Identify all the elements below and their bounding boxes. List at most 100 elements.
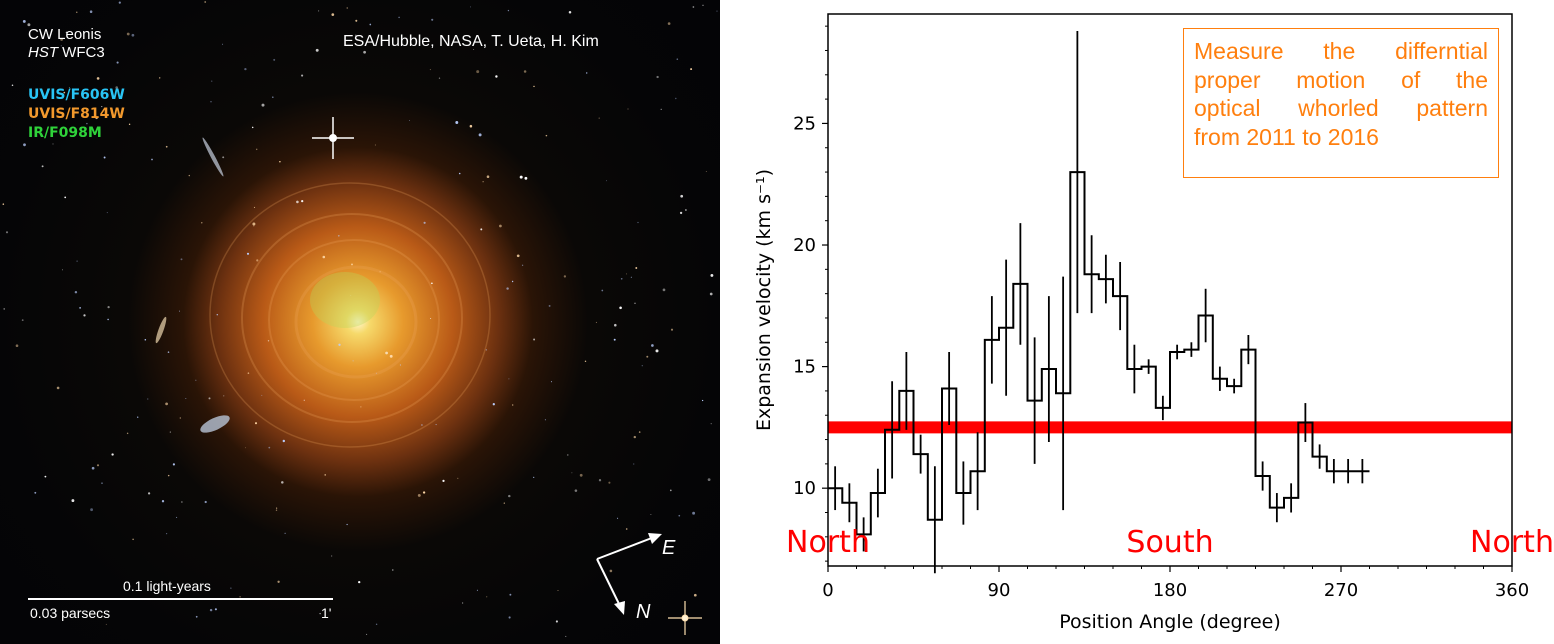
background-star <box>331 13 335 16</box>
background-star <box>608 481 611 484</box>
background-star <box>165 402 168 406</box>
background-star <box>251 126 254 129</box>
background-star <box>605 180 607 182</box>
background-star <box>132 538 134 541</box>
background-star <box>167 474 170 477</box>
background-star <box>65 31 68 34</box>
background-star <box>680 194 684 198</box>
background-star <box>417 493 421 497</box>
background-star <box>679 211 683 215</box>
background-star <box>216 313 219 316</box>
background-star <box>690 68 693 71</box>
background-star <box>76 11 78 13</box>
background-star <box>495 75 498 78</box>
background-star <box>252 222 256 226</box>
background-star <box>272 96 274 98</box>
background-star <box>245 447 247 449</box>
background-star <box>147 398 149 400</box>
background-star <box>354 34 357 37</box>
background-star <box>319 612 321 615</box>
background-star <box>568 10 572 14</box>
background-star <box>244 67 247 71</box>
background-star <box>89 10 93 13</box>
background-star <box>62 269 63 271</box>
background-star <box>34 491 37 494</box>
background-star <box>144 338 147 341</box>
background-star <box>137 416 139 418</box>
star-field <box>2 1 718 637</box>
y-tick-label: 20 <box>793 235 816 256</box>
background-star <box>111 453 114 456</box>
background-star <box>398 16 400 19</box>
background-star <box>116 61 119 64</box>
background-star <box>375 372 377 374</box>
background-star <box>180 258 183 261</box>
background-star <box>521 264 524 266</box>
background-star <box>613 338 616 341</box>
camera-name: WFC3 <box>58 44 105 61</box>
background-star <box>670 328 674 331</box>
background-star <box>650 514 652 515</box>
background-star <box>296 200 299 204</box>
background-star <box>282 439 286 443</box>
background-star <box>609 569 613 573</box>
image-credit: ESA/Hubble, NASA, T. Ueta, H. Kim <box>343 33 599 50</box>
background-star <box>261 103 265 107</box>
background-star <box>188 174 190 177</box>
background-star <box>409 120 410 121</box>
background-star <box>435 424 437 426</box>
x-tick-label: 90 <box>988 580 1011 601</box>
background-star <box>429 69 431 71</box>
background-star <box>533 85 535 88</box>
background-star <box>430 317 432 320</box>
background-star <box>641 365 643 367</box>
edge-on-galaxy <box>202 137 224 177</box>
compass-east-label: E <box>662 537 676 559</box>
background-star <box>172 463 175 466</box>
background-star <box>165 145 168 148</box>
background-star <box>277 580 280 583</box>
background-star <box>565 635 567 637</box>
background-star <box>503 502 505 504</box>
background-star <box>281 481 284 484</box>
background-star <box>195 615 198 618</box>
background-star <box>431 282 433 285</box>
background-star <box>480 228 483 231</box>
background-star <box>355 19 358 22</box>
scale-bar-arcmin: 1' <box>321 605 332 621</box>
background-star <box>352 360 354 362</box>
background-star <box>379 271 381 273</box>
background-star <box>358 580 361 584</box>
background-star <box>486 175 490 178</box>
background-star <box>41 165 44 168</box>
compass-north-label: N <box>636 601 651 623</box>
background-star <box>533 476 535 479</box>
background-star <box>301 74 304 77</box>
background-star <box>214 608 217 611</box>
background-star <box>455 121 459 124</box>
filter-label-f098m: IR/F098M <box>28 125 102 141</box>
background-star <box>56 386 60 390</box>
annotation-line-4: from 2011 to 2016 <box>1194 123 1379 150</box>
background-star <box>106 212 108 214</box>
background-star <box>482 181 484 183</box>
background-star <box>96 77 100 80</box>
background-star <box>253 225 255 227</box>
background-star <box>469 124 473 128</box>
bright-star <box>312 117 354 159</box>
background-star <box>118 1 121 4</box>
background-star <box>147 492 151 495</box>
background-star <box>5 231 9 234</box>
annotation-line-1: Measure the differntial <box>1194 38 1488 64</box>
background-star <box>52 143 54 145</box>
background-star <box>476 70 480 74</box>
background-star <box>338 343 341 346</box>
background-star <box>63 91 66 94</box>
background-star <box>508 616 511 619</box>
background-star <box>651 344 654 347</box>
background-star <box>519 175 523 179</box>
background-star <box>179 417 181 419</box>
background-star <box>303 399 305 401</box>
background-star <box>595 321 597 323</box>
background-star <box>692 511 696 515</box>
